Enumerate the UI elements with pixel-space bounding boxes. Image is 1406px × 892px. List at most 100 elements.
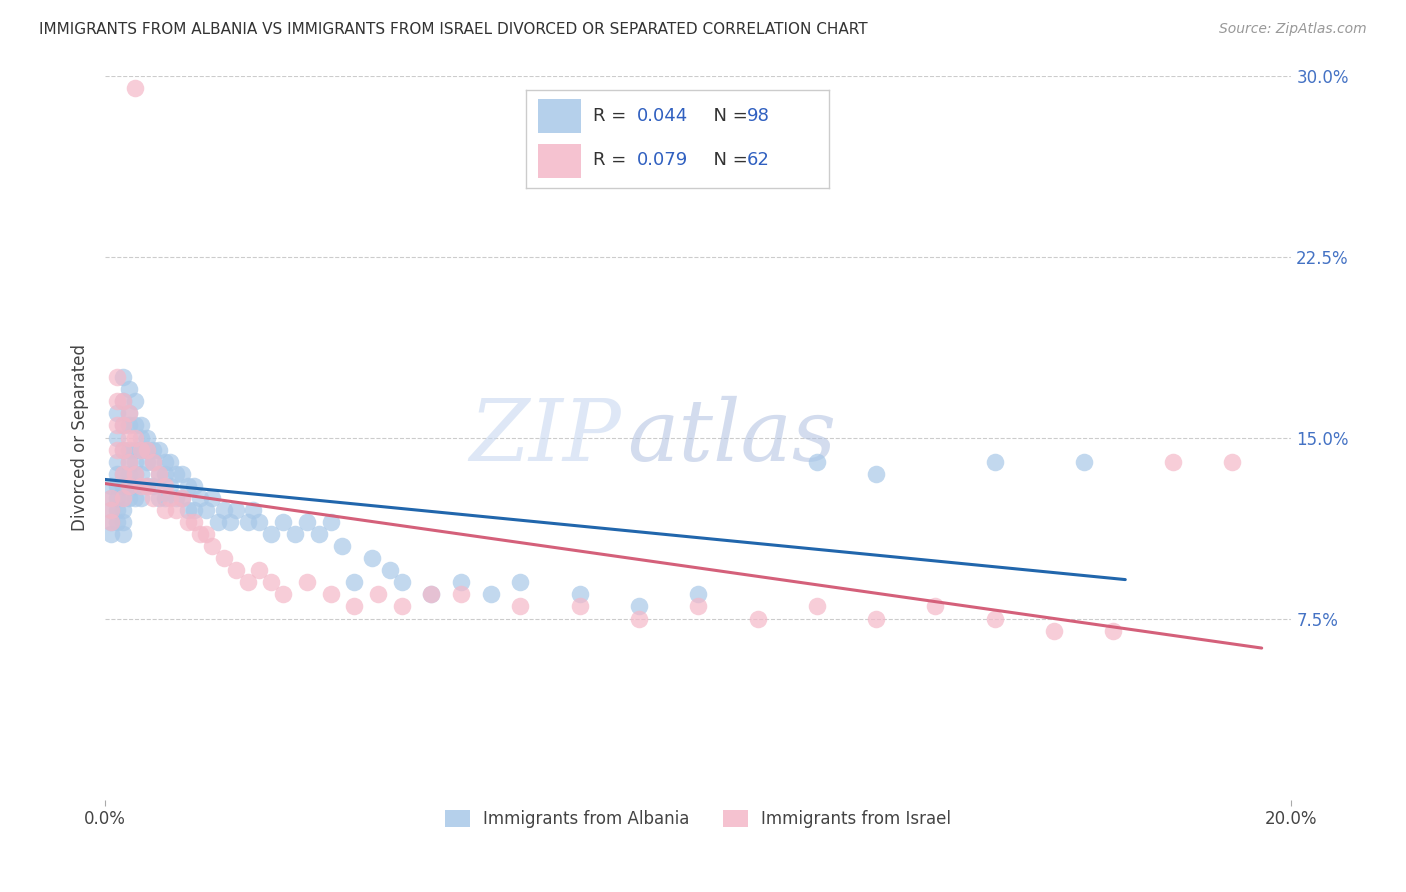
Point bbox=[124, 479, 146, 493]
Point bbox=[172, 467, 194, 481]
Point bbox=[142, 442, 165, 457]
Point bbox=[111, 503, 134, 517]
Point bbox=[111, 479, 134, 493]
Point bbox=[509, 575, 531, 590]
Point bbox=[153, 467, 176, 481]
Point bbox=[1073, 455, 1095, 469]
Point bbox=[806, 455, 828, 469]
Point bbox=[118, 455, 141, 469]
Point bbox=[378, 563, 401, 577]
Point bbox=[260, 575, 283, 590]
Point bbox=[111, 394, 134, 409]
Point bbox=[142, 479, 165, 493]
Point bbox=[201, 539, 224, 553]
Point bbox=[165, 491, 187, 505]
Point bbox=[111, 370, 134, 384]
Point bbox=[118, 467, 141, 481]
Point bbox=[118, 406, 141, 420]
Point bbox=[450, 575, 472, 590]
Point bbox=[148, 491, 170, 505]
Point bbox=[177, 503, 200, 517]
Point bbox=[271, 587, 294, 601]
Point bbox=[105, 491, 128, 505]
Point bbox=[218, 515, 240, 529]
Point bbox=[260, 527, 283, 541]
Point bbox=[124, 455, 146, 469]
Point bbox=[100, 491, 122, 505]
Point bbox=[135, 455, 157, 469]
Point bbox=[1043, 624, 1066, 638]
Point bbox=[124, 430, 146, 444]
Point bbox=[100, 515, 122, 529]
Point bbox=[124, 394, 146, 409]
Point bbox=[420, 587, 443, 601]
Point bbox=[118, 382, 141, 396]
Point bbox=[124, 467, 146, 481]
Point bbox=[111, 442, 134, 457]
Point bbox=[118, 418, 141, 433]
Point bbox=[135, 479, 157, 493]
Point bbox=[225, 503, 247, 517]
Point bbox=[249, 515, 271, 529]
Point bbox=[201, 491, 224, 505]
Point bbox=[124, 418, 146, 433]
Point bbox=[627, 611, 650, 625]
Point bbox=[129, 442, 152, 457]
Point bbox=[153, 491, 176, 505]
Point bbox=[100, 479, 122, 493]
Point bbox=[343, 575, 366, 590]
Text: atlas: atlas bbox=[627, 396, 837, 479]
Point bbox=[361, 551, 384, 566]
Point bbox=[747, 611, 769, 625]
Point bbox=[111, 491, 134, 505]
Point bbox=[142, 455, 165, 469]
Point bbox=[195, 527, 218, 541]
Point bbox=[509, 599, 531, 614]
Point bbox=[124, 467, 146, 481]
Point bbox=[450, 587, 472, 601]
Point bbox=[627, 599, 650, 614]
Point bbox=[165, 467, 187, 481]
Point bbox=[129, 491, 152, 505]
Point bbox=[124, 80, 146, 95]
Text: ZIP: ZIP bbox=[470, 396, 621, 479]
Point bbox=[295, 575, 318, 590]
Point bbox=[135, 430, 157, 444]
Point bbox=[111, 394, 134, 409]
Point bbox=[129, 418, 152, 433]
Point bbox=[284, 527, 307, 541]
Point bbox=[111, 467, 134, 481]
Point bbox=[105, 442, 128, 457]
Point bbox=[105, 406, 128, 420]
Point bbox=[100, 527, 122, 541]
Point bbox=[129, 430, 152, 444]
Point bbox=[319, 587, 342, 601]
Point bbox=[129, 442, 152, 457]
Point bbox=[177, 515, 200, 529]
Point bbox=[124, 491, 146, 505]
Point bbox=[118, 479, 141, 493]
Point bbox=[165, 503, 187, 517]
Point bbox=[688, 599, 710, 614]
Point bbox=[118, 430, 141, 444]
Point bbox=[984, 611, 1007, 625]
Point bbox=[924, 599, 946, 614]
Point bbox=[236, 515, 259, 529]
Point bbox=[568, 599, 591, 614]
Point bbox=[865, 467, 887, 481]
Point bbox=[1161, 455, 1184, 469]
Point bbox=[172, 491, 194, 505]
Point bbox=[188, 491, 211, 505]
Point bbox=[271, 515, 294, 529]
Point bbox=[105, 394, 128, 409]
Point bbox=[319, 515, 342, 529]
Point bbox=[225, 563, 247, 577]
Point bbox=[249, 563, 271, 577]
Point bbox=[118, 455, 141, 469]
Point bbox=[865, 611, 887, 625]
Point bbox=[100, 503, 122, 517]
Point bbox=[212, 551, 235, 566]
Point bbox=[105, 467, 128, 481]
Point bbox=[1102, 624, 1125, 638]
Point bbox=[148, 467, 170, 481]
